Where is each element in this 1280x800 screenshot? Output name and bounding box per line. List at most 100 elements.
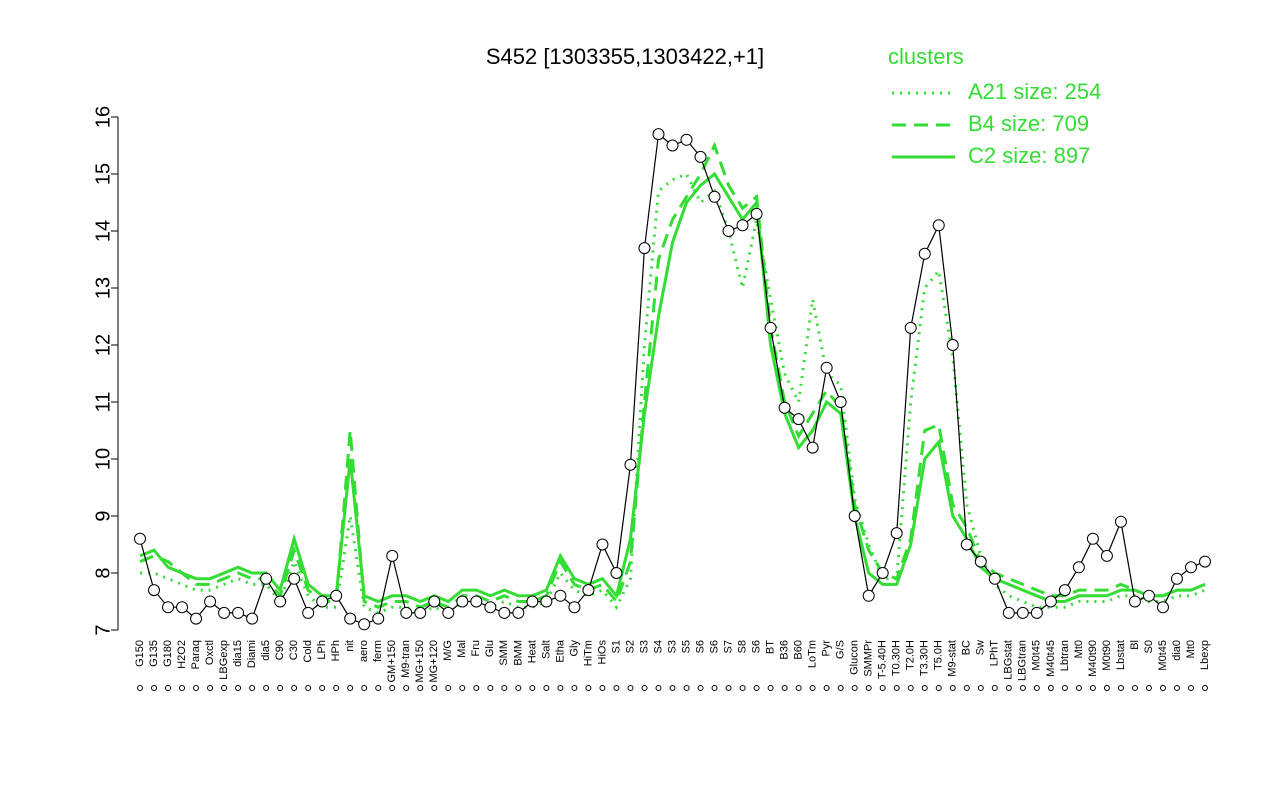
x-tick-label: Lbtran	[1059, 640, 1071, 671]
data-point	[1156, 601, 1169, 614]
data-point	[134, 532, 146, 545]
data-point	[260, 572, 273, 585]
data-line	[139, 132, 1206, 625]
x-tick-label: HPh	[330, 640, 342, 661]
category-marker	[179, 685, 186, 691]
x-tick-label: C30	[288, 640, 300, 660]
x-tick-label: SMM	[498, 640, 510, 666]
x-tick-label: BMM	[512, 640, 524, 666]
category-marker	[977, 685, 984, 691]
x-tick-label: Mt0	[1185, 640, 1197, 658]
data-point	[708, 190, 721, 203]
category-marker	[571, 685, 578, 691]
x-tick-label: HiOs	[596, 640, 608, 665]
data-point	[932, 219, 945, 232]
data-point	[680, 133, 693, 146]
x-tick-label: Oxctl	[204, 640, 216, 665]
data-point	[974, 555, 987, 568]
data-point	[540, 595, 553, 608]
data-point	[890, 527, 903, 540]
data-point	[764, 321, 777, 334]
data-point	[904, 321, 917, 334]
category-marker	[1159, 685, 1166, 691]
x-tick-label: T0.30H	[891, 640, 903, 676]
data-point	[1100, 549, 1113, 562]
category-marker	[515, 685, 522, 691]
category-marker	[375, 685, 382, 691]
category-marker	[1131, 685, 1138, 691]
x-tick-label: G150	[134, 640, 146, 667]
data-point	[568, 601, 581, 614]
data-point	[400, 606, 413, 619]
category-marker	[795, 685, 802, 691]
category-marker	[417, 685, 424, 691]
category-marker	[487, 685, 494, 691]
x-tick-label: M0t90	[1101, 640, 1113, 671]
y-tick-label: 14	[92, 220, 114, 242]
data-point	[1114, 515, 1127, 528]
x-tick-label: G180	[162, 640, 174, 667]
data-point	[876, 567, 889, 579]
x-tick-label: T-5.40H	[877, 640, 889, 679]
data-point	[624, 458, 637, 471]
x-tick-label: S3	[638, 640, 650, 653]
category-marker	[165, 685, 172, 691]
x-tick-label: Bl	[1129, 640, 1141, 650]
x-tick-label: SMMPr	[863, 640, 875, 677]
category-marker	[445, 685, 452, 691]
x-tick-label: dia0	[1171, 640, 1183, 661]
data-point	[386, 549, 399, 562]
data-point	[456, 595, 469, 608]
data-point	[638, 242, 651, 255]
category-marker	[697, 685, 704, 691]
category-marker	[1117, 685, 1124, 691]
legend-label: C2 size: 897	[968, 143, 1090, 168]
category-marker	[865, 685, 872, 691]
category-marker	[137, 685, 143, 691]
category-marker	[599, 685, 606, 691]
category-marker	[1033, 685, 1040, 691]
y-tick-label: 16	[92, 106, 114, 128]
category-marker	[991, 685, 998, 691]
category-marker	[823, 685, 830, 691]
data-point	[1086, 532, 1099, 545]
cluster-line	[139, 141, 1206, 609]
x-tick-label: LPhT	[989, 640, 1001, 667]
x-tick-label: Mt0	[1073, 640, 1085, 658]
category-marker	[851, 685, 858, 691]
data-point	[834, 396, 847, 408]
x-tick-label: nit	[344, 640, 356, 652]
data-point	[344, 612, 357, 625]
category-marker	[459, 685, 466, 691]
x-tick-label: Sw	[975, 640, 987, 655]
data-point	[988, 572, 1001, 585]
x-tick-label: LBGstat	[1003, 640, 1015, 680]
category-marker	[683, 685, 690, 691]
category-marker	[1089, 685, 1096, 691]
x-tick-label: S2	[624, 640, 636, 653]
data-point	[778, 401, 791, 414]
data-point	[316, 595, 329, 608]
category-marker	[655, 685, 662, 691]
data-point	[582, 584, 595, 597]
x-tick-label: Lbstat	[1115, 640, 1127, 670]
category-marker	[949, 685, 956, 691]
data-point	[190, 612, 203, 625]
x-tick-label: Glucon	[849, 640, 861, 675]
data-point	[148, 584, 161, 597]
data-point	[750, 207, 763, 220]
x-tick-label: H2O2	[176, 640, 188, 669]
category-marker	[907, 685, 914, 691]
category-marker	[361, 685, 368, 691]
category-marker	[711, 685, 718, 691]
x-tick-label: M/G	[442, 640, 454, 661]
data-point	[274, 595, 287, 608]
x-tick-label: aero	[358, 640, 370, 662]
x-tick-label: HiTm	[582, 640, 594, 666]
y-tick-label: 11	[92, 392, 114, 413]
category-marker	[963, 685, 970, 691]
category-marker	[389, 685, 396, 691]
x-tick-label: Paraq	[190, 640, 202, 669]
x-tick-label: S0	[1143, 640, 1155, 653]
x-tick-label: M40t90	[1087, 640, 1099, 677]
